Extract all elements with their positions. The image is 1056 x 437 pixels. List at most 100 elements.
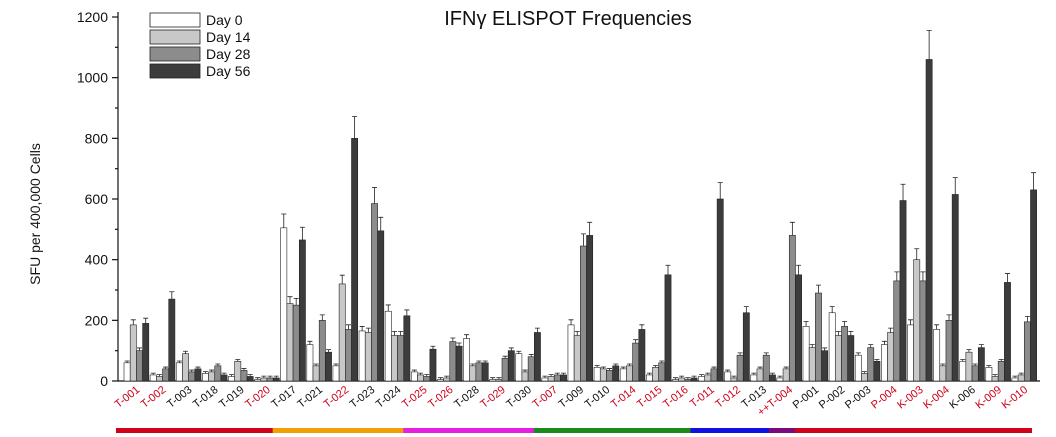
bar-T-018-day-0	[202, 373, 209, 382]
error-bar	[972, 363, 978, 366]
bar-T-015-day-0	[645, 374, 653, 382]
error-bar	[874, 359, 880, 362]
bar-T-019-day-28	[240, 370, 248, 382]
error-bar	[1012, 375, 1018, 378]
bar-T-016-day-14	[678, 377, 686, 382]
group-indicator-bars	[116, 428, 1032, 433]
error-bar	[189, 369, 195, 372]
error-bar	[398, 331, 404, 336]
bar-T-003-day-28	[188, 371, 196, 382]
group-bar-1	[116, 428, 275, 433]
error-bar	[796, 264, 802, 275]
error-bar	[267, 375, 273, 378]
bar-T-003-day-0	[175, 362, 183, 382]
bar-T-029-day-28	[501, 357, 509, 382]
bar-K-004-day-56	[951, 194, 959, 382]
error-bar	[378, 216, 384, 231]
error-bar	[986, 365, 992, 368]
bar-T-001-day-28	[136, 350, 143, 382]
bar-T-021-day-14	[312, 365, 320, 382]
group-bar-4	[533, 428, 693, 433]
bar-T-019-day-0	[228, 376, 235, 382]
error-bar	[705, 372, 711, 375]
group-bar-2	[272, 428, 406, 433]
error-bar	[620, 366, 626, 369]
error-bar	[881, 340, 887, 345]
bar-K-004-day-28	[945, 320, 953, 382]
bar-P-001-day-56	[821, 350, 829, 382]
bar-T-012-day-28	[736, 354, 744, 382]
bar-T-026-day-56	[455, 345, 463, 382]
bar-T-012-day-0	[724, 371, 732, 382]
bar-P-002-day-28	[841, 326, 848, 382]
bar-P-001-day-14	[808, 347, 816, 382]
error-bar	[326, 349, 331, 353]
error-bar	[365, 327, 371, 333]
x-tick-label-T-020: T-020	[243, 384, 273, 411]
bar-T-023-day-0	[358, 330, 366, 382]
error-bar	[137, 347, 142, 351]
bar-P-002-day-0	[828, 312, 836, 382]
error-bar	[862, 371, 867, 374]
error-bar	[613, 363, 619, 366]
bar-T-015-day-56	[664, 274, 672, 382]
bar-P-001-day-0	[802, 326, 810, 382]
x-tick-label-T-015: T-015	[635, 384, 665, 411]
bar-T-016-day-28	[684, 379, 692, 382]
error-bar	[842, 321, 848, 327]
error-bar	[339, 274, 345, 284]
bar-T-022-day-56	[351, 138, 359, 382]
error-bar	[809, 344, 815, 348]
error-bar	[908, 319, 914, 325]
error-bar	[528, 354, 534, 357]
bar-K-006-day-0	[959, 360, 967, 382]
error-bar	[711, 366, 717, 369]
bar-P-002-day-14	[834, 335, 842, 382]
error-bar	[737, 352, 743, 356]
error-bar	[1024, 316, 1030, 322]
x-tick-labels: T-001T-002T-003T-018T-019T-020T-017T-021…	[113, 384, 1030, 419]
error-bar	[456, 342, 462, 347]
error-bar	[345, 324, 351, 330]
error-bar	[835, 331, 841, 336]
bar-T-021-day-56	[325, 351, 332, 382]
bar-T-014-day-28	[632, 342, 640, 382]
error-bar	[600, 366, 606, 369]
bar-T-024-day-56	[403, 315, 411, 382]
error-bar	[235, 359, 241, 362]
error-bar	[894, 271, 900, 281]
error-bar	[385, 304, 391, 312]
error-bar	[763, 352, 769, 356]
error-bar	[470, 363, 476, 366]
bar-T-020-day-0	[254, 379, 262, 382]
error-bar	[534, 327, 540, 333]
error-bar	[934, 324, 940, 330]
bar-K-003-day-0	[907, 324, 914, 382]
error-bar	[769, 372, 775, 375]
x-tick-label-K-009: K-009	[973, 384, 1004, 412]
bar-T-028-day-28	[475, 362, 483, 382]
error-bar	[691, 375, 697, 378]
bar-T-026-day-0	[437, 379, 444, 382]
bar-T-013-day-56	[769, 374, 776, 382]
x-tick-label-T-017: T-017	[269, 384, 299, 411]
legend-label-day-56: Day 56	[206, 63, 251, 79]
bar-T-030-day-0	[515, 353, 523, 382]
error-bar	[124, 360, 130, 363]
error-bar	[978, 344, 984, 348]
error-bar	[411, 369, 417, 372]
error-bar	[444, 375, 450, 378]
bar-T-014-day-56	[638, 329, 646, 382]
bar-K-009-day-14	[991, 376, 999, 382]
y-tick-label: 200	[85, 312, 109, 328]
bar-T-026-day-28	[449, 341, 457, 382]
error-bar	[333, 363, 339, 366]
y-tick-label: 800	[85, 130, 109, 146]
bar-T-018-day-28	[214, 365, 222, 382]
error-bar	[307, 340, 313, 345]
error-bar	[717, 182, 723, 199]
error-bar	[554, 372, 560, 375]
x-tick-label-P-004: P-004	[869, 384, 900, 412]
bar-K-010-day-28	[1023, 321, 1031, 382]
error-bar	[946, 314, 952, 321]
